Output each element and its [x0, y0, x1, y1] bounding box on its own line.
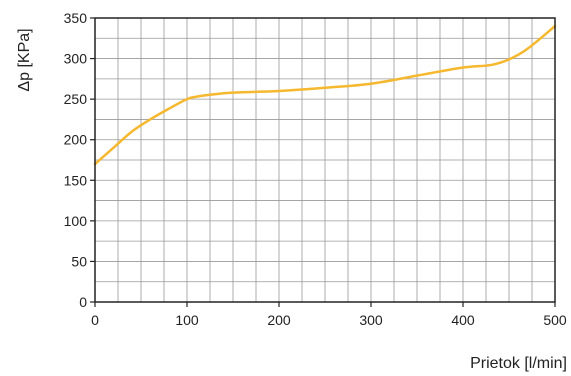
y-tick-label: 200 — [64, 132, 88, 148]
y-tick-label: 50 — [71, 253, 87, 269]
plot-frame — [94, 17, 556, 303]
y-tick-label: 0 — [79, 294, 87, 310]
grid-layer — [95, 18, 555, 302]
y-tick-label: 100 — [64, 213, 88, 229]
x-tick-label: 300 — [359, 312, 383, 328]
series-layer — [93, 24, 557, 166]
y-tick-label: 300 — [64, 51, 88, 67]
x-tick-label: 400 — [451, 312, 475, 328]
y-axis-label: Δp [KPa] — [16, 28, 33, 91]
tick-layer: 0 100 200 300 400 500 0 50 100 150 200 250 300 350 — [64, 10, 567, 328]
x-tick-label: 0 — [91, 312, 99, 328]
x-tick-label: 500 — [543, 312, 567, 328]
series-line — [93, 24, 557, 166]
y-tick-label: 250 — [64, 91, 88, 107]
x-tick-label: 100 — [175, 312, 199, 328]
x-axis-label: Prietok [l/min] — [470, 355, 567, 372]
x-tick-label: 200 — [267, 312, 291, 328]
y-tick-label: 150 — [64, 172, 88, 188]
y-tick-label: 350 — [64, 10, 88, 26]
